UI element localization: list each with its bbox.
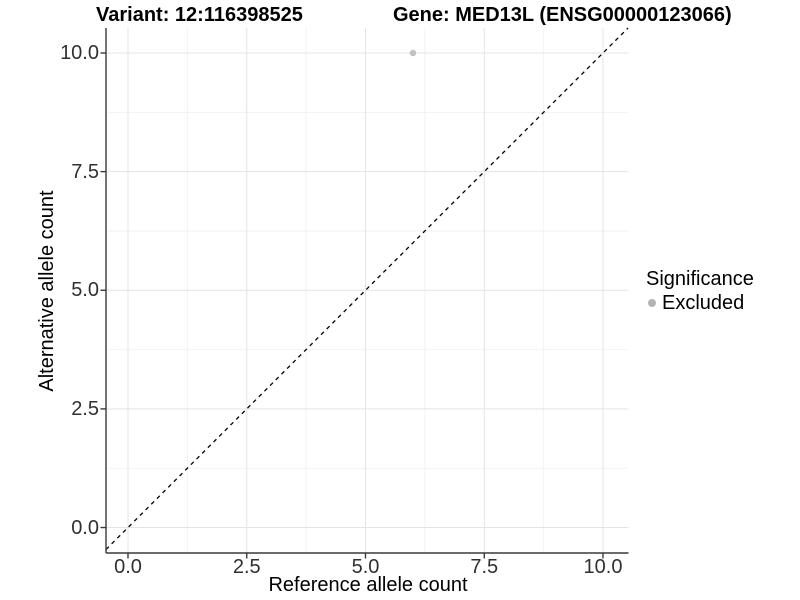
legend-point-icon bbox=[648, 299, 656, 307]
legend-item-label: Excluded bbox=[662, 292, 745, 314]
plot-title-variant: Variant: 12:116398525 bbox=[96, 4, 303, 26]
legend: Significance Excluded bbox=[646, 268, 800, 314]
data-point bbox=[409, 49, 417, 57]
x-axis-title: Reference allele count bbox=[268, 574, 468, 596]
y-tick-label: 0.0 bbox=[71, 516, 99, 539]
plot-title-gene: Gene: MED13L (ENSG00000123066) bbox=[393, 4, 732, 26]
identity-dashed-line bbox=[105, 27, 629, 550]
y-tick-label: 2.5 bbox=[71, 397, 99, 420]
y-tick-label: 5.0 bbox=[71, 279, 99, 302]
x-tick-label: 7.5 bbox=[470, 556, 499, 578]
legend-item: Excluded bbox=[646, 292, 800, 314]
x-tick-label: 0.0 bbox=[114, 556, 142, 578]
x-tick-label: 10.0 bbox=[583, 556, 623, 578]
legend-items: Excluded bbox=[646, 292, 800, 314]
y-tick-label: 10.0 bbox=[60, 42, 99, 64]
legend-title: Significance bbox=[646, 268, 754, 290]
x-tick-label: 2.5 bbox=[232, 556, 261, 578]
x-tick-label: 5.0 bbox=[351, 556, 380, 578]
y-tick-label: 7.5 bbox=[71, 160, 99, 183]
